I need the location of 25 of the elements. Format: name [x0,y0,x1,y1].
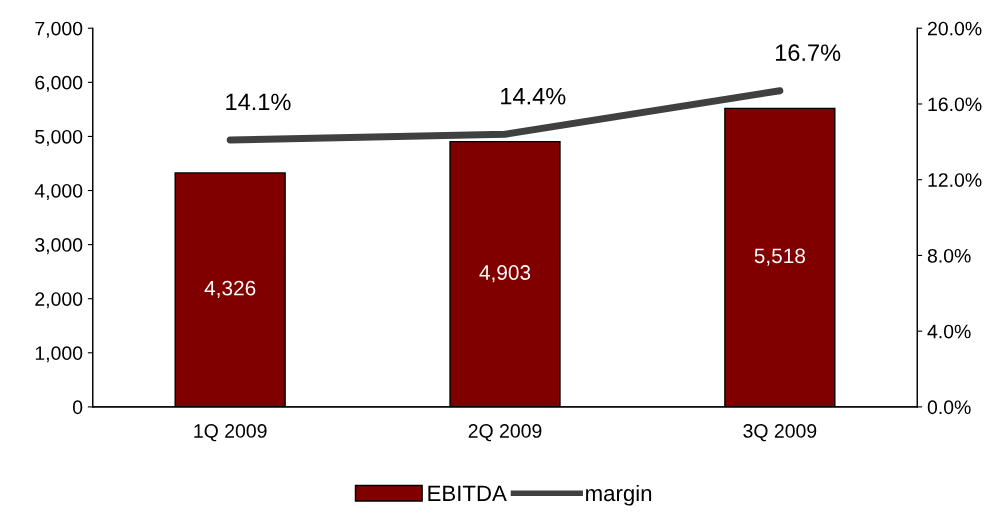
legend-label: EBITDA [428,485,507,501]
y-tick-label: 5,000 [35,129,83,146]
data-label: 14.1% [226,93,291,111]
y2-tick-label: 8.0% [927,248,971,263]
data-label: 4,903 [479,265,531,283]
data-label: 16.7% [775,44,841,62]
y-tick-label: 6,000 [35,75,83,92]
data-label: 5,518 [754,248,806,266]
data-label: 4,326 [204,280,256,298]
y2-tick-label: 4.0% [927,324,971,339]
y2-tick-label: 16.0% [928,97,982,112]
y-tick-label: 7,000 [35,21,83,38]
y-tick-label: 0 [72,400,83,415]
x-tick-label: 3Q 2009 [743,424,817,442]
y2-tick-label: 20.0% [927,21,982,36]
x-tick-label: 1Q 2009 [194,424,267,442]
y-tick-label: 1,000 [35,346,83,363]
y-tick-label: 2,000 [35,292,83,309]
legend-label: margin [586,484,652,506]
y2-tick-label: 12.0% [928,173,982,187]
data-label: 14.4% [501,87,566,105]
y-tick-label: 3,000 [35,238,83,255]
x-tick-label: 2Q 2009 [468,424,542,442]
y2-tick-label: 0.0% [927,400,971,415]
y-tick-label: 4,000 [34,183,83,201]
